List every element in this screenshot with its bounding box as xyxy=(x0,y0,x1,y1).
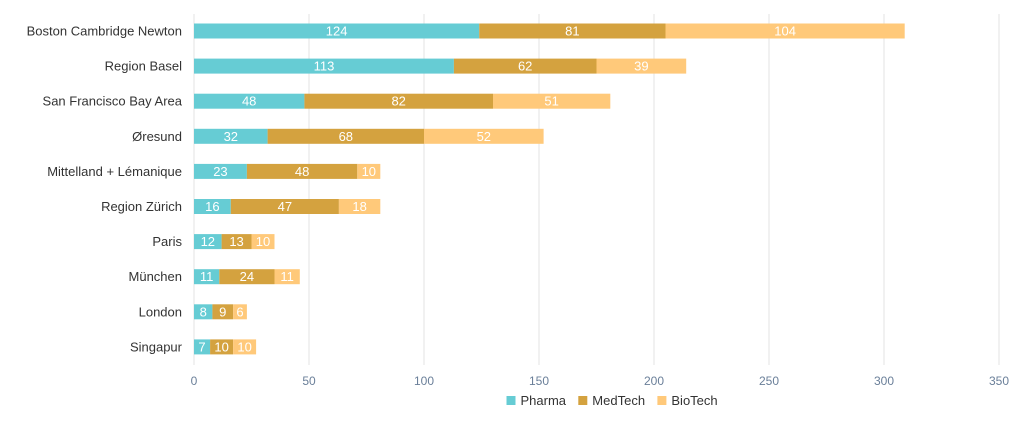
data-label: 10 xyxy=(362,164,376,179)
bar-segment-pharma[interactable] xyxy=(194,269,220,285)
data-label: 6 xyxy=(236,304,243,319)
bar-segment-biotech[interactable] xyxy=(493,93,611,109)
bar-segment-pharma[interactable] xyxy=(194,339,211,355)
legend-swatch xyxy=(506,396,516,405)
legend-item-medtech[interactable]: MedTech xyxy=(578,393,645,408)
bar-segment-pharma[interactable] xyxy=(194,199,231,214)
bar-segment-medtech[interactable] xyxy=(246,163,358,179)
data-label: 104 xyxy=(774,24,796,39)
data-label: 13 xyxy=(229,234,243,249)
legend-swatch xyxy=(657,396,667,405)
x-tick-label-200: 200 xyxy=(644,374,664,388)
data-label: 16 xyxy=(205,199,219,214)
data-label: 10 xyxy=(256,234,270,249)
data-label: 10 xyxy=(237,339,251,354)
data-label: 124 xyxy=(326,24,348,39)
data-label: 32 xyxy=(224,129,238,144)
bar-segment-medtech[interactable] xyxy=(219,269,275,285)
legend-item-pharma[interactable]: Pharma xyxy=(506,393,567,408)
data-label: 18 xyxy=(352,199,366,214)
bar-segment-medtech[interactable] xyxy=(267,128,424,144)
data-label: 62 xyxy=(518,59,532,74)
bar-segment-biotech[interactable] xyxy=(233,339,257,355)
data-label: 47 xyxy=(278,199,292,214)
bar-segment-medtech[interactable] xyxy=(212,304,234,320)
legend-label: BioTech xyxy=(671,393,717,408)
data-label: 68 xyxy=(339,129,353,144)
bar-segment-pharma[interactable] xyxy=(194,93,305,109)
x-tick-label-300: 300 xyxy=(874,374,894,388)
category-label: London xyxy=(139,304,182,319)
data-label: 48 xyxy=(242,94,256,109)
legend-swatch xyxy=(578,396,588,405)
legend-label: MedTech xyxy=(592,393,645,408)
bar-segment-pharma[interactable] xyxy=(194,234,222,250)
legend-item-biotech[interactable]: BioTech xyxy=(657,393,718,408)
x-tick-label-50: 50 xyxy=(302,374,316,388)
data-label: 10 xyxy=(214,339,228,354)
category-label: Singapur xyxy=(130,339,183,354)
bar-segment-medtech[interactable] xyxy=(453,58,597,74)
data-label: 52 xyxy=(477,129,491,144)
data-label: 23 xyxy=(213,164,227,179)
bar-segment-biotech[interactable] xyxy=(338,199,381,214)
category-label: München xyxy=(129,269,182,284)
bar-segment-pharma[interactable] xyxy=(194,23,480,39)
data-label: 82 xyxy=(391,94,405,109)
value-axis: 0 50 100 150 200 250 300 350 xyxy=(191,374,1010,388)
bar-segment-pharma[interactable] xyxy=(194,128,268,144)
data-label: 113 xyxy=(314,59,335,74)
data-label: 81 xyxy=(565,24,579,39)
x-tick-label-100: 100 xyxy=(414,374,434,388)
category-label: Boston Cambridge Newton xyxy=(27,24,182,39)
bar-segment-biotech[interactable] xyxy=(596,58,687,74)
data-label: 51 xyxy=(544,94,558,109)
data-label: 11 xyxy=(200,269,214,284)
data-label: 48 xyxy=(295,164,309,179)
bar-segment-medtech[interactable] xyxy=(221,234,252,250)
data-label: 8 xyxy=(200,304,207,319)
category-label: Region Basel xyxy=(105,59,182,74)
bar-segment-medtech[interactable] xyxy=(304,93,493,109)
data-label: 12 xyxy=(201,234,215,249)
bars-layer xyxy=(194,23,905,355)
category-label: Øresund xyxy=(132,129,182,144)
data-label: 24 xyxy=(240,269,254,284)
bar-segment-pharma[interactable] xyxy=(194,163,247,179)
legend[interactable]: Pharma MedTech BioTech xyxy=(506,393,718,408)
data-label: 7 xyxy=(198,339,205,354)
category-label: San Francisco Bay Area xyxy=(43,94,183,109)
bar-segment-biotech[interactable] xyxy=(274,269,300,285)
bar-segment-pharma[interactable] xyxy=(194,304,213,320)
legend-label: Pharma xyxy=(521,393,567,408)
bar-segment-biotech[interactable] xyxy=(357,163,381,179)
category-axis: Boston Cambridge Newton Region Basel San F… xyxy=(27,24,183,355)
bar-segment-medtech[interactable] xyxy=(210,339,234,355)
x-tick-label-250: 250 xyxy=(759,374,779,388)
x-tick-label-150: 150 xyxy=(529,374,549,388)
bar-segment-biotech[interactable] xyxy=(665,23,905,39)
category-label: Region Zürich xyxy=(101,199,182,214)
data-label: 11 xyxy=(280,269,294,284)
bar-segment-biotech[interactable] xyxy=(233,304,247,320)
bar-segment-biotech[interactable] xyxy=(424,128,544,144)
bar-segment-pharma[interactable] xyxy=(194,58,454,74)
category-label: Paris xyxy=(152,234,182,249)
x-tick-label-350: 350 xyxy=(989,374,1009,388)
category-label: Mittelland + Lémanique xyxy=(47,164,182,179)
bar-segment-biotech[interactable] xyxy=(251,234,275,250)
bar-segment-medtech[interactable] xyxy=(230,199,339,214)
data-label: 39 xyxy=(634,59,648,74)
bar-segment-medtech[interactable] xyxy=(479,23,666,39)
data-label: 9 xyxy=(219,304,226,319)
x-tick-label-0: 0 xyxy=(191,374,198,388)
